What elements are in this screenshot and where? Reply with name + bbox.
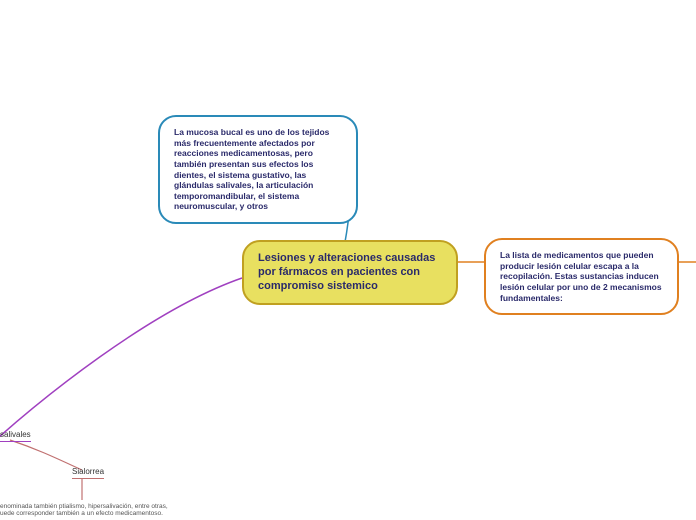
sub-sialorrea-label: Sialorrea [72,467,104,476]
sub-description: enominada también ptialismo, hipersaliva… [0,503,180,518]
sub-sialorrea[interactable]: Sialorrea [72,467,104,479]
right-node-label: La lista de medicamentos que pueden prod… [500,250,662,303]
central-node[interactable]: Lesiones y alteraciones causadas por fár… [242,240,458,305]
top-node[interactable]: La mucosa bucal es uno de los tejidos má… [158,115,358,224]
right-node[interactable]: La lista de medicamentos que pueden prod… [484,238,679,315]
sub-salivales[interactable]: salivales [0,430,31,442]
sub-salivales-label: salivales [0,430,31,439]
central-label: Lesiones y alteraciones causadas por fár… [258,252,435,292]
top-node-label: La mucosa bucal es uno de los tejidos má… [174,127,329,211]
sub-description-label: enominada también ptialismo, hipersaliva… [0,503,168,517]
